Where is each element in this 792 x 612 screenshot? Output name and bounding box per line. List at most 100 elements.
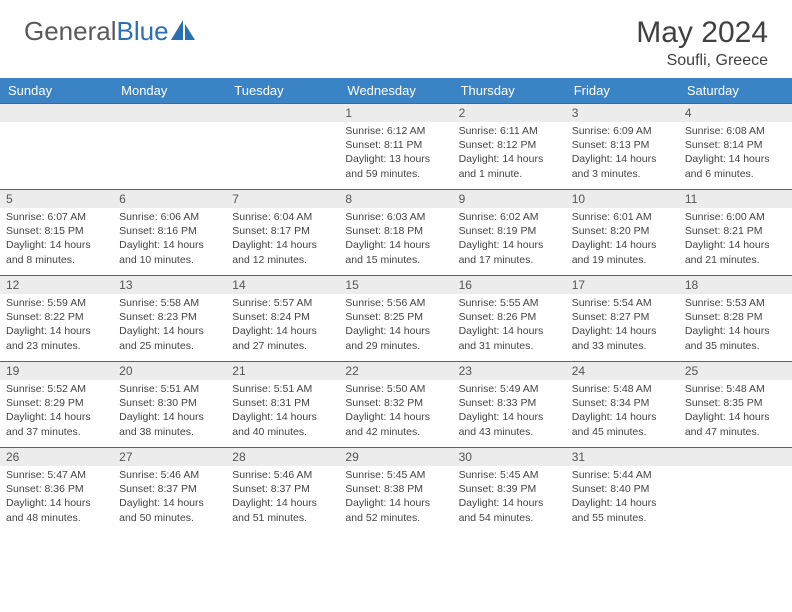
day-details: Sunrise: 6:02 AMSunset: 8:19 PMDaylight:… <box>453 208 566 271</box>
weekday-header: Friday <box>566 78 679 104</box>
day-details: Sunrise: 5:50 AMSunset: 8:32 PMDaylight:… <box>339 380 452 443</box>
calendar-cell: 31Sunrise: 5:44 AMSunset: 8:40 PMDayligh… <box>566 448 679 534</box>
day-number: 4 <box>679 104 792 122</box>
day-details: Sunrise: 6:07 AMSunset: 8:15 PMDaylight:… <box>0 208 113 271</box>
day-details: Sunrise: 5:53 AMSunset: 8:28 PMDaylight:… <box>679 294 792 357</box>
calendar-cell: 7Sunrise: 6:04 AMSunset: 8:17 PMDaylight… <box>226 190 339 276</box>
calendar-cell: 6Sunrise: 6:06 AMSunset: 8:16 PMDaylight… <box>113 190 226 276</box>
calendar-cell: 14Sunrise: 5:57 AMSunset: 8:24 PMDayligh… <box>226 276 339 362</box>
day-details: Sunrise: 6:12 AMSunset: 8:11 PMDaylight:… <box>339 122 452 185</box>
day-number <box>0 104 113 122</box>
calendar-cell: 11Sunrise: 6:00 AMSunset: 8:21 PMDayligh… <box>679 190 792 276</box>
brand-part1: General <box>24 16 117 46</box>
day-number <box>679 448 792 466</box>
calendar-cell <box>226 104 339 190</box>
calendar-cell: 16Sunrise: 5:55 AMSunset: 8:26 PMDayligh… <box>453 276 566 362</box>
page-header: GeneralBlue May 2024 Soufli, Greece <box>0 0 792 78</box>
day-details: Sunrise: 5:48 AMSunset: 8:34 PMDaylight:… <box>566 380 679 443</box>
day-number: 12 <box>0 276 113 294</box>
day-details: Sunrise: 5:56 AMSunset: 8:25 PMDaylight:… <box>339 294 452 357</box>
day-details: Sunrise: 5:59 AMSunset: 8:22 PMDaylight:… <box>0 294 113 357</box>
day-details: Sunrise: 5:49 AMSunset: 8:33 PMDaylight:… <box>453 380 566 443</box>
day-details: Sunrise: 6:08 AMSunset: 8:14 PMDaylight:… <box>679 122 792 185</box>
day-details: Sunrise: 6:11 AMSunset: 8:12 PMDaylight:… <box>453 122 566 185</box>
day-number: 16 <box>453 276 566 294</box>
day-number: 24 <box>566 362 679 380</box>
weekday-header: Saturday <box>679 78 792 104</box>
calendar-cell: 20Sunrise: 5:51 AMSunset: 8:30 PMDayligh… <box>113 362 226 448</box>
day-number: 8 <box>339 190 452 208</box>
month-title: May 2024 <box>636 16 768 50</box>
day-number: 5 <box>0 190 113 208</box>
day-number: 30 <box>453 448 566 466</box>
day-number: 27 <box>113 448 226 466</box>
day-number: 29 <box>339 448 452 466</box>
day-number: 25 <box>679 362 792 380</box>
calendar-cell: 5Sunrise: 6:07 AMSunset: 8:15 PMDaylight… <box>0 190 113 276</box>
calendar-cell: 23Sunrise: 5:49 AMSunset: 8:33 PMDayligh… <box>453 362 566 448</box>
weekday-header: Sunday <box>0 78 113 104</box>
calendar-cell <box>113 104 226 190</box>
calendar-cell: 9Sunrise: 6:02 AMSunset: 8:19 PMDaylight… <box>453 190 566 276</box>
calendar-cell: 30Sunrise: 5:45 AMSunset: 8:39 PMDayligh… <box>453 448 566 534</box>
title-block: May 2024 Soufli, Greece <box>636 16 768 70</box>
calendar-cell: 3Sunrise: 6:09 AMSunset: 8:13 PMDaylight… <box>566 104 679 190</box>
day-number: 11 <box>679 190 792 208</box>
calendar-row: 5Sunrise: 6:07 AMSunset: 8:15 PMDaylight… <box>0 190 792 276</box>
weekday-header: Tuesday <box>226 78 339 104</box>
calendar-cell: 21Sunrise: 5:51 AMSunset: 8:31 PMDayligh… <box>226 362 339 448</box>
calendar-cell: 4Sunrise: 6:08 AMSunset: 8:14 PMDaylight… <box>679 104 792 190</box>
day-details: Sunrise: 5:58 AMSunset: 8:23 PMDaylight:… <box>113 294 226 357</box>
calendar-cell: 13Sunrise: 5:58 AMSunset: 8:23 PMDayligh… <box>113 276 226 362</box>
day-details: Sunrise: 5:51 AMSunset: 8:31 PMDaylight:… <box>226 380 339 443</box>
day-details: Sunrise: 6:03 AMSunset: 8:18 PMDaylight:… <box>339 208 452 271</box>
day-number: 15 <box>339 276 452 294</box>
weekday-header: Monday <box>113 78 226 104</box>
calendar-cell: 29Sunrise: 5:45 AMSunset: 8:38 PMDayligh… <box>339 448 452 534</box>
calendar-cell: 10Sunrise: 6:01 AMSunset: 8:20 PMDayligh… <box>566 190 679 276</box>
day-number: 18 <box>679 276 792 294</box>
day-details: Sunrise: 5:55 AMSunset: 8:26 PMDaylight:… <box>453 294 566 357</box>
day-number: 2 <box>453 104 566 122</box>
day-number: 9 <box>453 190 566 208</box>
day-details: Sunrise: 5:48 AMSunset: 8:35 PMDaylight:… <box>679 380 792 443</box>
day-details: Sunrise: 5:46 AMSunset: 8:37 PMDaylight:… <box>226 466 339 529</box>
calendar-body: 1Sunrise: 6:12 AMSunset: 8:11 PMDaylight… <box>0 104 792 534</box>
day-number: 7 <box>226 190 339 208</box>
day-number <box>113 104 226 122</box>
day-details: Sunrise: 5:45 AMSunset: 8:39 PMDaylight:… <box>453 466 566 529</box>
calendar-cell: 24Sunrise: 5:48 AMSunset: 8:34 PMDayligh… <box>566 362 679 448</box>
calendar-cell: 15Sunrise: 5:56 AMSunset: 8:25 PMDayligh… <box>339 276 452 362</box>
calendar-cell: 18Sunrise: 5:53 AMSunset: 8:28 PMDayligh… <box>679 276 792 362</box>
day-number: 3 <box>566 104 679 122</box>
weekday-header-row: SundayMondayTuesdayWednesdayThursdayFrid… <box>0 78 792 104</box>
day-details: Sunrise: 6:06 AMSunset: 8:16 PMDaylight:… <box>113 208 226 271</box>
day-details: Sunrise: 5:45 AMSunset: 8:38 PMDaylight:… <box>339 466 452 529</box>
brand-part2: Blue <box>117 16 169 46</box>
day-details: Sunrise: 5:44 AMSunset: 8:40 PMDaylight:… <box>566 466 679 529</box>
day-details: Sunrise: 5:54 AMSunset: 8:27 PMDaylight:… <box>566 294 679 357</box>
calendar-cell: 27Sunrise: 5:46 AMSunset: 8:37 PMDayligh… <box>113 448 226 534</box>
calendar-row: 1Sunrise: 6:12 AMSunset: 8:11 PMDaylight… <box>0 104 792 190</box>
calendar-cell <box>679 448 792 534</box>
day-details: Sunrise: 6:01 AMSunset: 8:20 PMDaylight:… <box>566 208 679 271</box>
day-number: 17 <box>566 276 679 294</box>
weekday-header: Thursday <box>453 78 566 104</box>
calendar-cell: 25Sunrise: 5:48 AMSunset: 8:35 PMDayligh… <box>679 362 792 448</box>
calendar-table: SundayMondayTuesdayWednesdayThursdayFrid… <box>0 78 792 534</box>
day-details: Sunrise: 5:51 AMSunset: 8:30 PMDaylight:… <box>113 380 226 443</box>
day-number: 10 <box>566 190 679 208</box>
day-details: Sunrise: 6:00 AMSunset: 8:21 PMDaylight:… <box>679 208 792 271</box>
day-number: 26 <box>0 448 113 466</box>
day-number: 23 <box>453 362 566 380</box>
day-details: Sunrise: 6:04 AMSunset: 8:17 PMDaylight:… <box>226 208 339 271</box>
calendar-cell: 26Sunrise: 5:47 AMSunset: 8:36 PMDayligh… <box>0 448 113 534</box>
calendar-row: 19Sunrise: 5:52 AMSunset: 8:29 PMDayligh… <box>0 362 792 448</box>
day-number: 21 <box>226 362 339 380</box>
sail-icon <box>171 20 197 47</box>
day-number: 14 <box>226 276 339 294</box>
day-number <box>226 104 339 122</box>
calendar-cell: 19Sunrise: 5:52 AMSunset: 8:29 PMDayligh… <box>0 362 113 448</box>
calendar-row: 26Sunrise: 5:47 AMSunset: 8:36 PMDayligh… <box>0 448 792 534</box>
day-number: 20 <box>113 362 226 380</box>
